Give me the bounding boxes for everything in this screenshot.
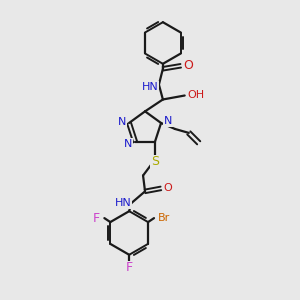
Text: N: N xyxy=(124,139,132,149)
Text: O: O xyxy=(184,59,194,72)
Text: N: N xyxy=(118,117,126,127)
Text: Br: Br xyxy=(158,213,170,223)
Text: HN: HN xyxy=(115,198,132,208)
Text: F: F xyxy=(126,261,133,274)
Text: HN: HN xyxy=(142,82,158,92)
Text: OH: OH xyxy=(187,89,204,100)
Text: O: O xyxy=(164,183,172,194)
Text: F: F xyxy=(93,212,100,225)
Text: S: S xyxy=(151,155,159,168)
Text: N: N xyxy=(164,116,172,126)
